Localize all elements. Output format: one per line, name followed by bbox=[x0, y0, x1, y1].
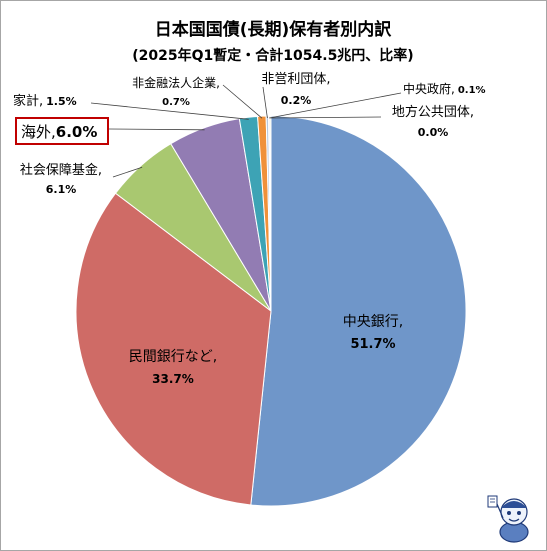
pie-slice-private-banks bbox=[75, 192, 272, 506]
slice-label-central-gov-value: 0.1% bbox=[458, 85, 486, 96]
slice-label-central-bank-name: 中央銀行, bbox=[343, 314, 403, 330]
leader-line-local-gov bbox=[270, 116, 382, 119]
slice-label-nonfin-corp-name: 非金融法人企業, bbox=[132, 75, 220, 90]
pie-slice-local-gov bbox=[269, 115, 272, 312]
slice-label-overseas-name: 海外, bbox=[21, 123, 56, 141]
highlight-box-overseas bbox=[15, 117, 109, 145]
leader-lines bbox=[90, 84, 402, 178]
slice-label-private-banks-name: 民間銀行など, bbox=[129, 349, 217, 365]
slice-label-nonprofit-name: 非営利団体, bbox=[261, 72, 330, 87]
slice-label-social-security-value: 6.1% bbox=[46, 183, 77, 196]
leader-line-household bbox=[90, 102, 249, 120]
slice-label-overseas-value: 6.0% bbox=[56, 123, 98, 141]
slice-label-household-value: 1.5% bbox=[46, 95, 77, 108]
leader-line-social-security bbox=[112, 166, 143, 178]
slice-label-central-gov: 中央政府, 0.1% bbox=[403, 81, 486, 96]
mascot-icon bbox=[487, 495, 529, 543]
slice-label-central-bank-value: 51.7% bbox=[350, 337, 395, 352]
leader-line-central-gov bbox=[269, 92, 402, 119]
slice-label-household: 家計, 1.5% bbox=[13, 93, 77, 109]
chart-subtitle: (2025年Q1暫定・合計1054.5兆円、比率) bbox=[132, 47, 413, 64]
slice-label-social-security-name: 社会保障基金, bbox=[20, 162, 102, 178]
slice-label-local-gov-value: 0.0% bbox=[418, 126, 449, 139]
slice-label-overseas: 海外,6.0% bbox=[21, 123, 97, 141]
leader-line-overseas bbox=[108, 128, 205, 131]
leader-line-nonfin-corp bbox=[222, 84, 263, 119]
pie-slices bbox=[75, 115, 467, 507]
pie-slice-central-bank bbox=[250, 115, 467, 507]
slice-label-central-gov-name: 中央政府, bbox=[403, 81, 455, 96]
slice-label-household-name: 家計, bbox=[13, 93, 43, 109]
slice-label-nonfin-corp-value: 0.7% bbox=[162, 97, 190, 108]
slice-label-private-banks-value: 33.7% bbox=[152, 372, 194, 386]
leader-line-nonprofit bbox=[262, 86, 268, 119]
slice-label-local-gov-name: 地方公共団体, bbox=[392, 104, 474, 120]
chart-title: 日本国国債(長期)保有者別内訳 bbox=[155, 19, 393, 40]
slice-label-nonprofit-value: 0.2% bbox=[281, 94, 312, 107]
